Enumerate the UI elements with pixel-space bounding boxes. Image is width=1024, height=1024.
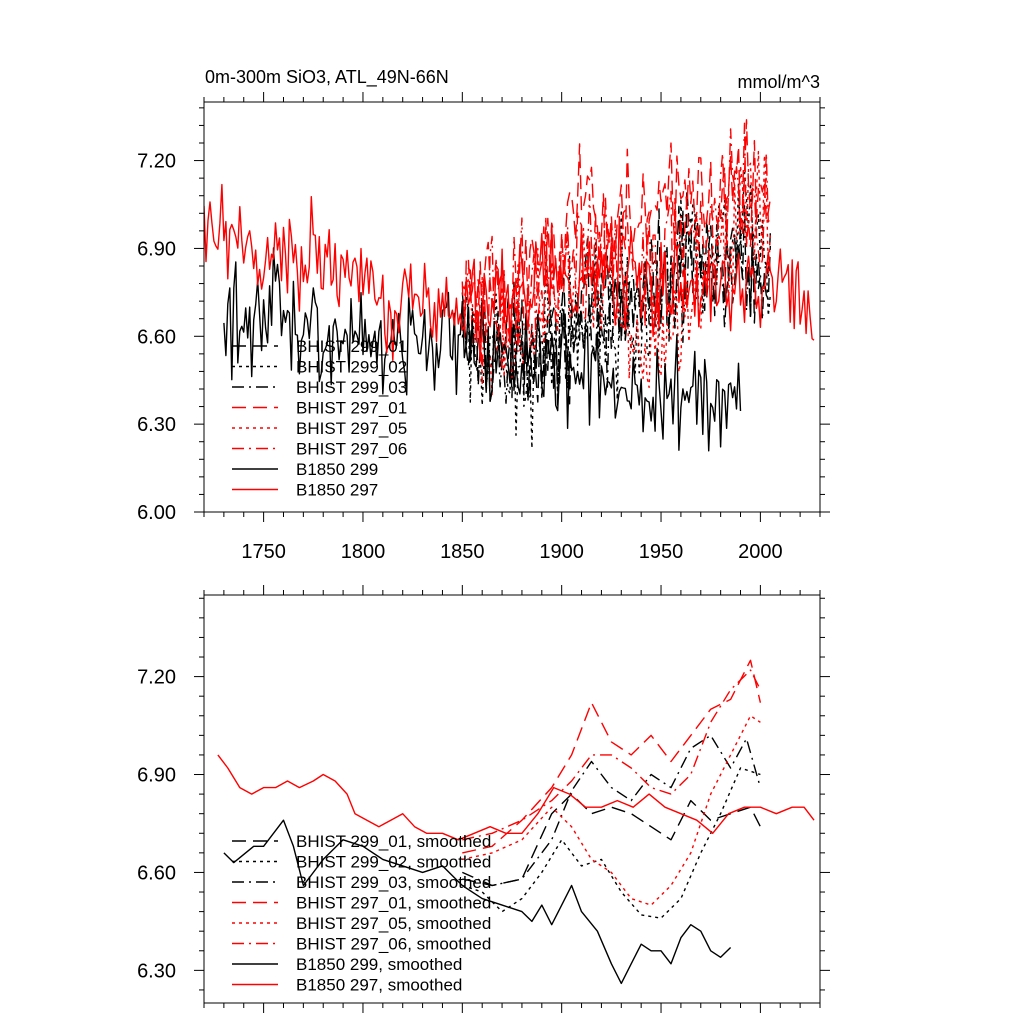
legend-label: BHIST 299_03, smoothed (296, 873, 491, 892)
top-series-group (204, 119, 815, 452)
y-tick-label: 6.90 (137, 238, 176, 260)
y-tick-label: 6.60 (137, 326, 176, 348)
legend-label: BHIST 297_06 (296, 440, 407, 459)
legend-label: B1850 297, smoothed (296, 976, 462, 995)
bottom-axes: 6.30 6.60 6.90 7.20 (137, 585, 830, 1013)
legend-label: B1850 297 (296, 481, 378, 500)
series-line-bhist-297-06-smoothed (462, 669, 762, 841)
y-tick-label: 6.90 (137, 765, 176, 787)
series-line-bhist-297-01 (461, 119, 771, 354)
legend-label: BHIST 297_06, smoothed (296, 935, 491, 954)
x-tick-label: 2000 (738, 541, 783, 563)
series-line-bhist-299-02-smoothed (462, 767, 761, 919)
x-tick-label: 1800 (341, 541, 386, 563)
units-label: mmol/m^3 (738, 72, 820, 92)
y-tick-label: 6.60 (137, 862, 176, 884)
legend-label: BHIST 297_01, smoothed (296, 894, 491, 913)
legend-label: B1850 299 (296, 460, 378, 479)
plot-frame (203, 594, 821, 1004)
series-line-bhist-299-03-smoothed (462, 734, 762, 887)
series-line-b1850-297 (204, 183, 815, 362)
series-line-bhist-297-01-smoothed (462, 659, 762, 854)
bottom-series-group (217, 659, 815, 985)
legend-label: B1850 299, smoothed (296, 955, 462, 974)
legend-label: BHIST 299_03 (296, 378, 407, 397)
legend-label: BHIST 297_05, smoothed (296, 914, 491, 933)
top-panel: 1750 1800 1850 1900 1950 2000 6.00 6.30 6.60 6.90… (137, 92, 830, 563)
legend-label: BHIST 299_01 (296, 337, 407, 356)
x-tick-label: 1900 (539, 541, 584, 563)
series-line-b1850-297-smoothed (217, 754, 815, 841)
legend-label: BHIST 299_02, smoothed (296, 853, 491, 872)
y-tick-label: 7.20 (137, 151, 176, 173)
series-line-bhist-299-01-smoothed (462, 793, 762, 887)
x-tick-label: 1950 (639, 541, 684, 563)
legend-label: BHIST 297_05 (296, 419, 407, 438)
y-tick-label: 6.30 (137, 414, 176, 436)
chart-title: 0m-300m SiO3, ATL_49N-66N (205, 67, 449, 88)
series-line-bhist-299-03 (461, 205, 771, 408)
series-line-b1850-299 (223, 247, 742, 452)
x-tick-label: 1750 (241, 541, 286, 563)
bottom-panel: 6.306.606.907.20 BHIST 299_01, smoothedB… (137, 585, 830, 1013)
legend-label: BHIST 299_02 (296, 358, 407, 377)
y-tick-label: 6.30 (137, 960, 176, 982)
series-line-bhist-297-06 (461, 122, 771, 385)
series-line-b1850-299-smoothed (223, 819, 732, 985)
plot-frame (203, 101, 821, 513)
y-tick-label: 6.00 (137, 502, 176, 524)
x-tick-label: 1850 (440, 541, 485, 563)
legend-label: BHIST 299_01, smoothed (296, 832, 491, 851)
series-line-bhist-299-01 (461, 188, 771, 405)
legend-label: BHIST 297_01 (296, 399, 407, 418)
series-line-bhist-297-05-smoothed (462, 715, 761, 906)
top-axes: 1750 1800 1850 1900 1950 2000 6.00 6.30 6.60 6.90… (137, 92, 830, 563)
bottom-legend: BHIST 299_01, smoothed BHIST 299_02, smoo… (232, 832, 491, 995)
y-tick-label: 7.20 (137, 667, 176, 689)
